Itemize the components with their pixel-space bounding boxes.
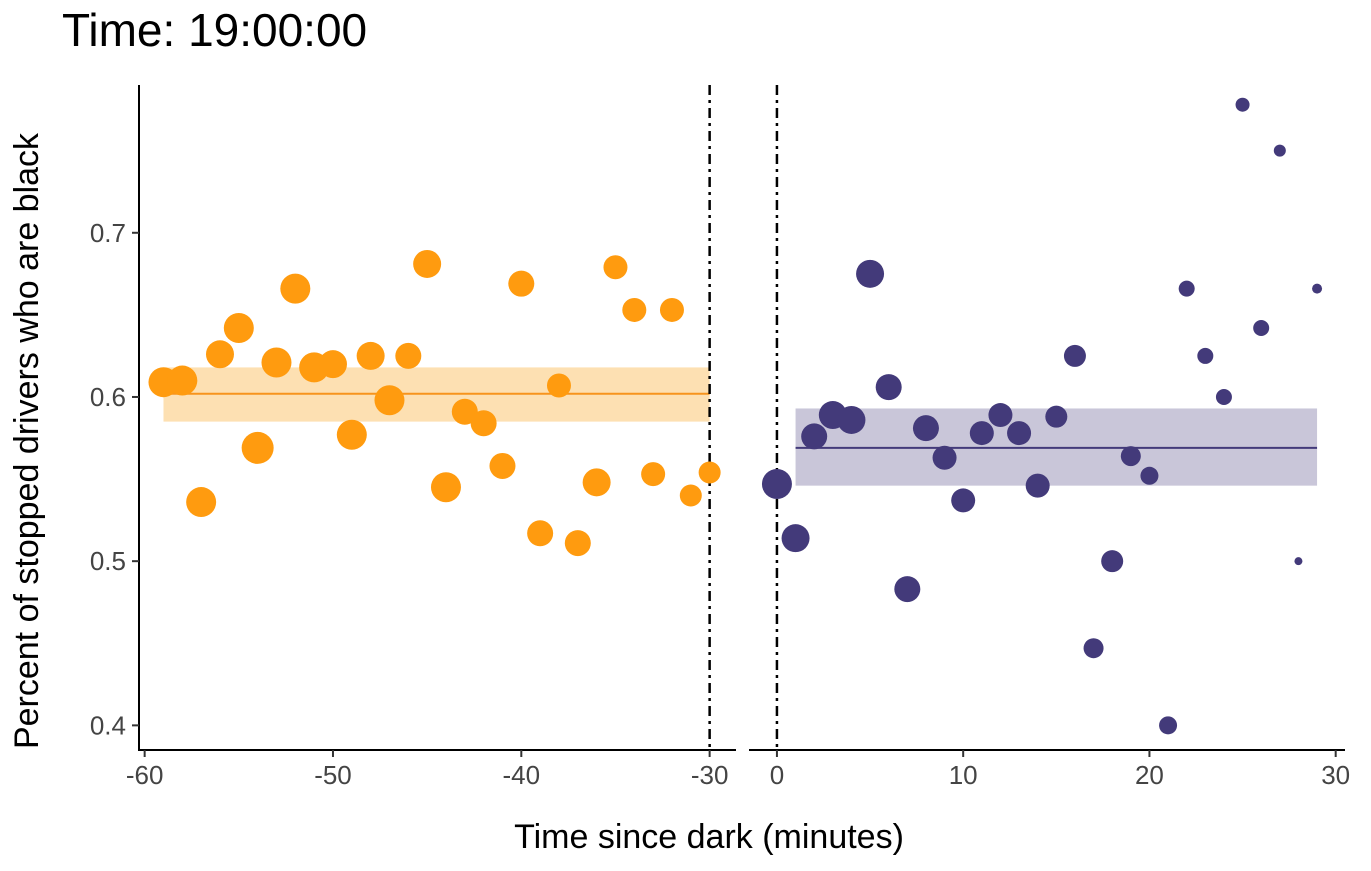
data-point: [837, 405, 866, 434]
data-point: [801, 423, 828, 450]
data-point: [223, 313, 254, 344]
data-point: [1159, 716, 1178, 735]
panel-before: -60 -50 -40 -30: [126, 85, 736, 790]
data-point: [280, 273, 311, 304]
data-point: [582, 468, 611, 497]
x-tick-label: -40: [503, 760, 541, 790]
data-point: [356, 341, 385, 370]
data-point: [241, 431, 274, 464]
data-point: [875, 374, 902, 401]
data-point: [1083, 638, 1104, 659]
data-point: [508, 270, 535, 297]
x-tick-label: 10: [949, 760, 978, 790]
data-point: [641, 462, 666, 487]
data-point: [1294, 557, 1303, 566]
data-point: [546, 373, 571, 398]
plot-area: 0.4 0.5 0.6 0.7 -60 -50 -40 -30 0 10 20 30: [90, 85, 1350, 790]
data-point: [988, 403, 1013, 428]
data-point: [1215, 388, 1232, 405]
data-point: [470, 410, 497, 437]
data-point: [413, 249, 442, 278]
panel-after: 0 10 20 30: [749, 85, 1350, 790]
data-point: [781, 524, 810, 553]
data-point: [318, 350, 347, 379]
y-axis-title: Percent of stopped drivers who are black: [8, 132, 46, 749]
data-point: [1025, 473, 1050, 498]
data-point: [1120, 446, 1141, 467]
data-point: [261, 347, 292, 378]
data-point: [1197, 347, 1214, 364]
y-tick-label: 0.5: [90, 546, 126, 576]
data-point: [167, 365, 198, 396]
data-point: [564, 530, 591, 557]
x-tick-label: -50: [314, 760, 352, 790]
x-axis-title: Time since dark (minutes): [514, 818, 904, 856]
chart-title: Time: 19:00:00: [62, 4, 367, 56]
data-point: [912, 415, 939, 442]
data-point: [659, 297, 684, 322]
data-point: [1253, 320, 1270, 337]
data-point: [1007, 421, 1032, 446]
data-point: [1101, 550, 1124, 573]
data-point: [1178, 280, 1195, 297]
data-point: [698, 461, 721, 484]
data-point: [761, 469, 792, 499]
data-point: [1063, 344, 1086, 367]
data-point: [451, 398, 478, 425]
data-point: [1273, 144, 1286, 157]
data-point: [186, 487, 217, 518]
y-tick-label: 0.6: [90, 382, 126, 412]
x-tick-label: -60: [126, 760, 164, 790]
data-point: [205, 340, 234, 369]
data-point: [336, 419, 367, 450]
data-point: [527, 520, 554, 547]
data-point: [894, 576, 921, 603]
data-point: [856, 259, 885, 288]
data-point: [951, 488, 976, 513]
x-tick-label: -30: [691, 760, 729, 790]
data-point: [969, 421, 994, 446]
data-point: [1140, 466, 1159, 485]
data-point: [374, 385, 405, 416]
data-point: [1045, 405, 1068, 428]
data-point: [430, 472, 461, 503]
data-point: [395, 342, 422, 369]
y-tick-label: 0.4: [90, 710, 126, 740]
x-tick-label: 30: [1321, 760, 1350, 790]
data-point: [679, 484, 702, 507]
x-tick-label: 20: [1135, 760, 1164, 790]
x-tick-label: 0: [770, 760, 784, 790]
data-point: [603, 255, 628, 280]
data-point: [1312, 283, 1323, 294]
data-point: [622, 297, 647, 322]
data-point: [489, 452, 516, 479]
y-tick-label: 0.7: [90, 218, 126, 248]
data-point: [1235, 97, 1250, 112]
data-point: [932, 445, 957, 470]
